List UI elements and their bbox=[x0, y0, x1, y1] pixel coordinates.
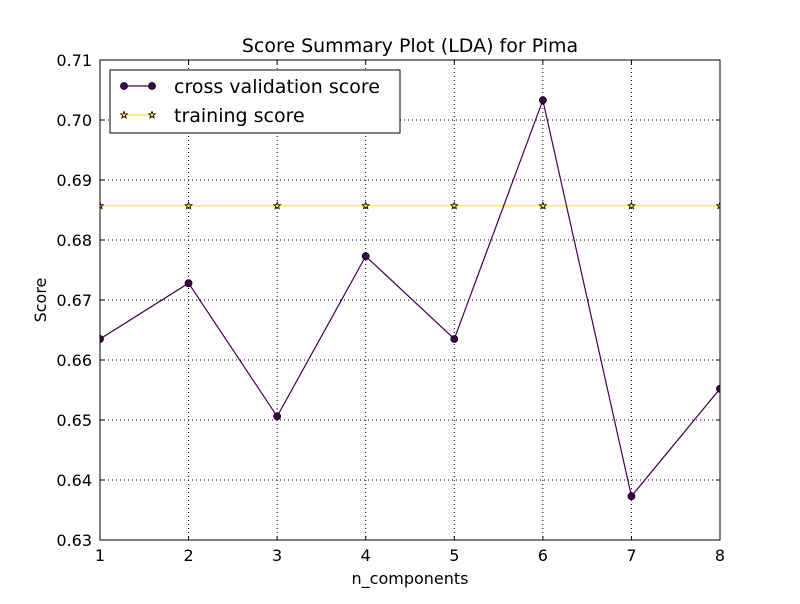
legend: cross validation score training score bbox=[109, 69, 401, 134]
y-tick-label: 0.69 bbox=[56, 171, 92, 190]
y-tick-label: 0.67 bbox=[56, 291, 92, 310]
y-axis-label: Score bbox=[31, 278, 50, 323]
x-tick-label: 5 bbox=[449, 546, 459, 565]
legend-label: training score bbox=[174, 105, 305, 127]
legend-items: cross validation score training score bbox=[119, 76, 380, 127]
series-layer bbox=[100, 96, 720, 501]
legend-marker bbox=[148, 82, 156, 90]
y-tick-label: 0.66 bbox=[56, 351, 92, 370]
data-point-training-score bbox=[715, 201, 720, 210]
y-tick-label: 0.65 bbox=[56, 411, 92, 430]
data-point-training-score bbox=[626, 201, 636, 210]
x-tick-label: 8 bbox=[715, 546, 725, 565]
x-tick-label: 2 bbox=[183, 546, 193, 565]
legend-label: cross validation score bbox=[174, 76, 380, 98]
y-tick-label: 0.63 bbox=[56, 531, 92, 550]
data-point-training-score bbox=[361, 201, 371, 210]
chart-title: Score Summary Plot (LDA) for Pima bbox=[242, 35, 578, 57]
legend-item-training-score: training score bbox=[119, 105, 305, 127]
data-point-cross-validation-score bbox=[627, 492, 636, 501]
y-tick-label: 0.68 bbox=[56, 231, 92, 250]
x-tick-label: 4 bbox=[361, 546, 371, 565]
data-point-cross-validation-score bbox=[450, 335, 459, 343]
x-axis-label: n_components bbox=[352, 569, 469, 589]
data-point-cross-validation-score bbox=[100, 335, 104, 343]
data-point-training-score bbox=[538, 201, 548, 210]
data-point-training-score bbox=[272, 201, 282, 210]
x-tick-label: 3 bbox=[272, 546, 282, 565]
series-cross-validation-score bbox=[100, 96, 720, 501]
y-tick-label: 0.70 bbox=[56, 111, 92, 130]
grid-layer bbox=[100, 60, 720, 540]
series-line-cross-validation-score bbox=[100, 98, 720, 498]
data-point-cross-validation-score bbox=[273, 412, 282, 421]
data-point-cross-validation-score bbox=[716, 384, 720, 393]
x-tick-label: 1 bbox=[95, 546, 105, 565]
legend-marker bbox=[119, 110, 129, 119]
legend-marker bbox=[120, 82, 128, 90]
data-point-cross-validation-score bbox=[184, 279, 193, 288]
x-tick-label: 7 bbox=[626, 546, 636, 565]
legend-item-cross-validation-score: cross validation score bbox=[120, 76, 380, 98]
series-training-score bbox=[100, 201, 720, 210]
tick-layer: 1 2 3 4 5 6 7 8 0.63 0.64 0.65 0.66 0.67 0.68 0.69 0.70… bbox=[56, 51, 725, 565]
data-point-training-score bbox=[100, 201, 105, 210]
data-point-cross-validation-score bbox=[538, 96, 547, 105]
y-tick-label: 0.71 bbox=[56, 51, 92, 70]
data-point-training-score bbox=[449, 201, 459, 210]
legend-box bbox=[109, 69, 401, 134]
y-tick-label: 0.64 bbox=[56, 471, 92, 490]
x-tick-label: 6 bbox=[538, 546, 548, 565]
legend-marker bbox=[147, 110, 157, 119]
data-point-cross-validation-score bbox=[361, 252, 370, 261]
data-point-training-score bbox=[184, 201, 194, 210]
